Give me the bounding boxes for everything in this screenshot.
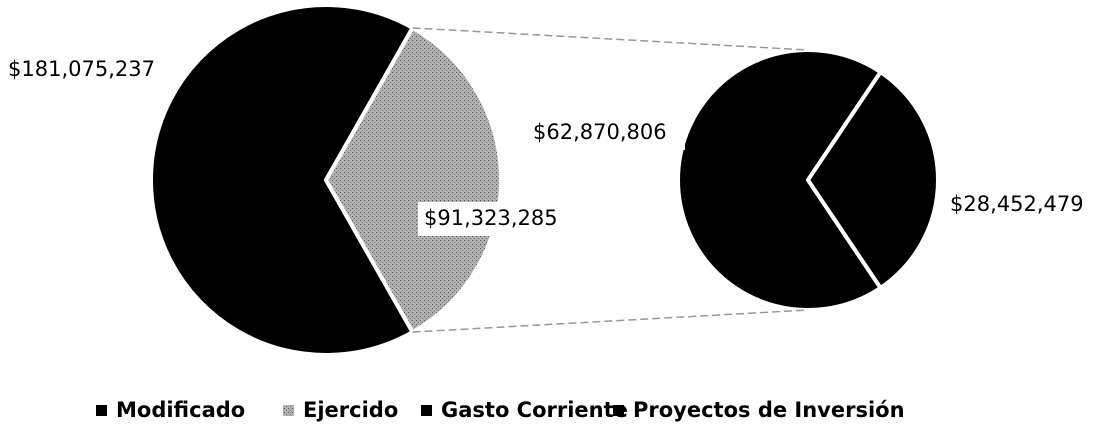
legend-label: Ejercido [303, 398, 398, 422]
legend-swatch [613, 405, 624, 416]
connector-line [412, 309, 809, 333]
legend-label: Modificado [116, 398, 245, 422]
pie-slice [324, 25, 503, 335]
data-label: $28,452,479 [950, 192, 1084, 216]
connector-line [412, 27, 809, 51]
data-label: $91,323,285 [424, 206, 558, 230]
label-box [418, 202, 576, 236]
legend-swatch [283, 405, 294, 416]
data-label: $181,075,237 [8, 57, 155, 81]
legend-swatch [96, 405, 107, 416]
legend-swatch [421, 405, 432, 416]
pie-slice [806, 70, 940, 290]
label-box [527, 116, 685, 150]
legend-label: Gasto Corriente [441, 398, 628, 422]
pie-slice [149, 3, 415, 357]
legend-label: Proyectos de Inversión [633, 398, 905, 422]
data-label: $62,870,806 [533, 120, 667, 144]
